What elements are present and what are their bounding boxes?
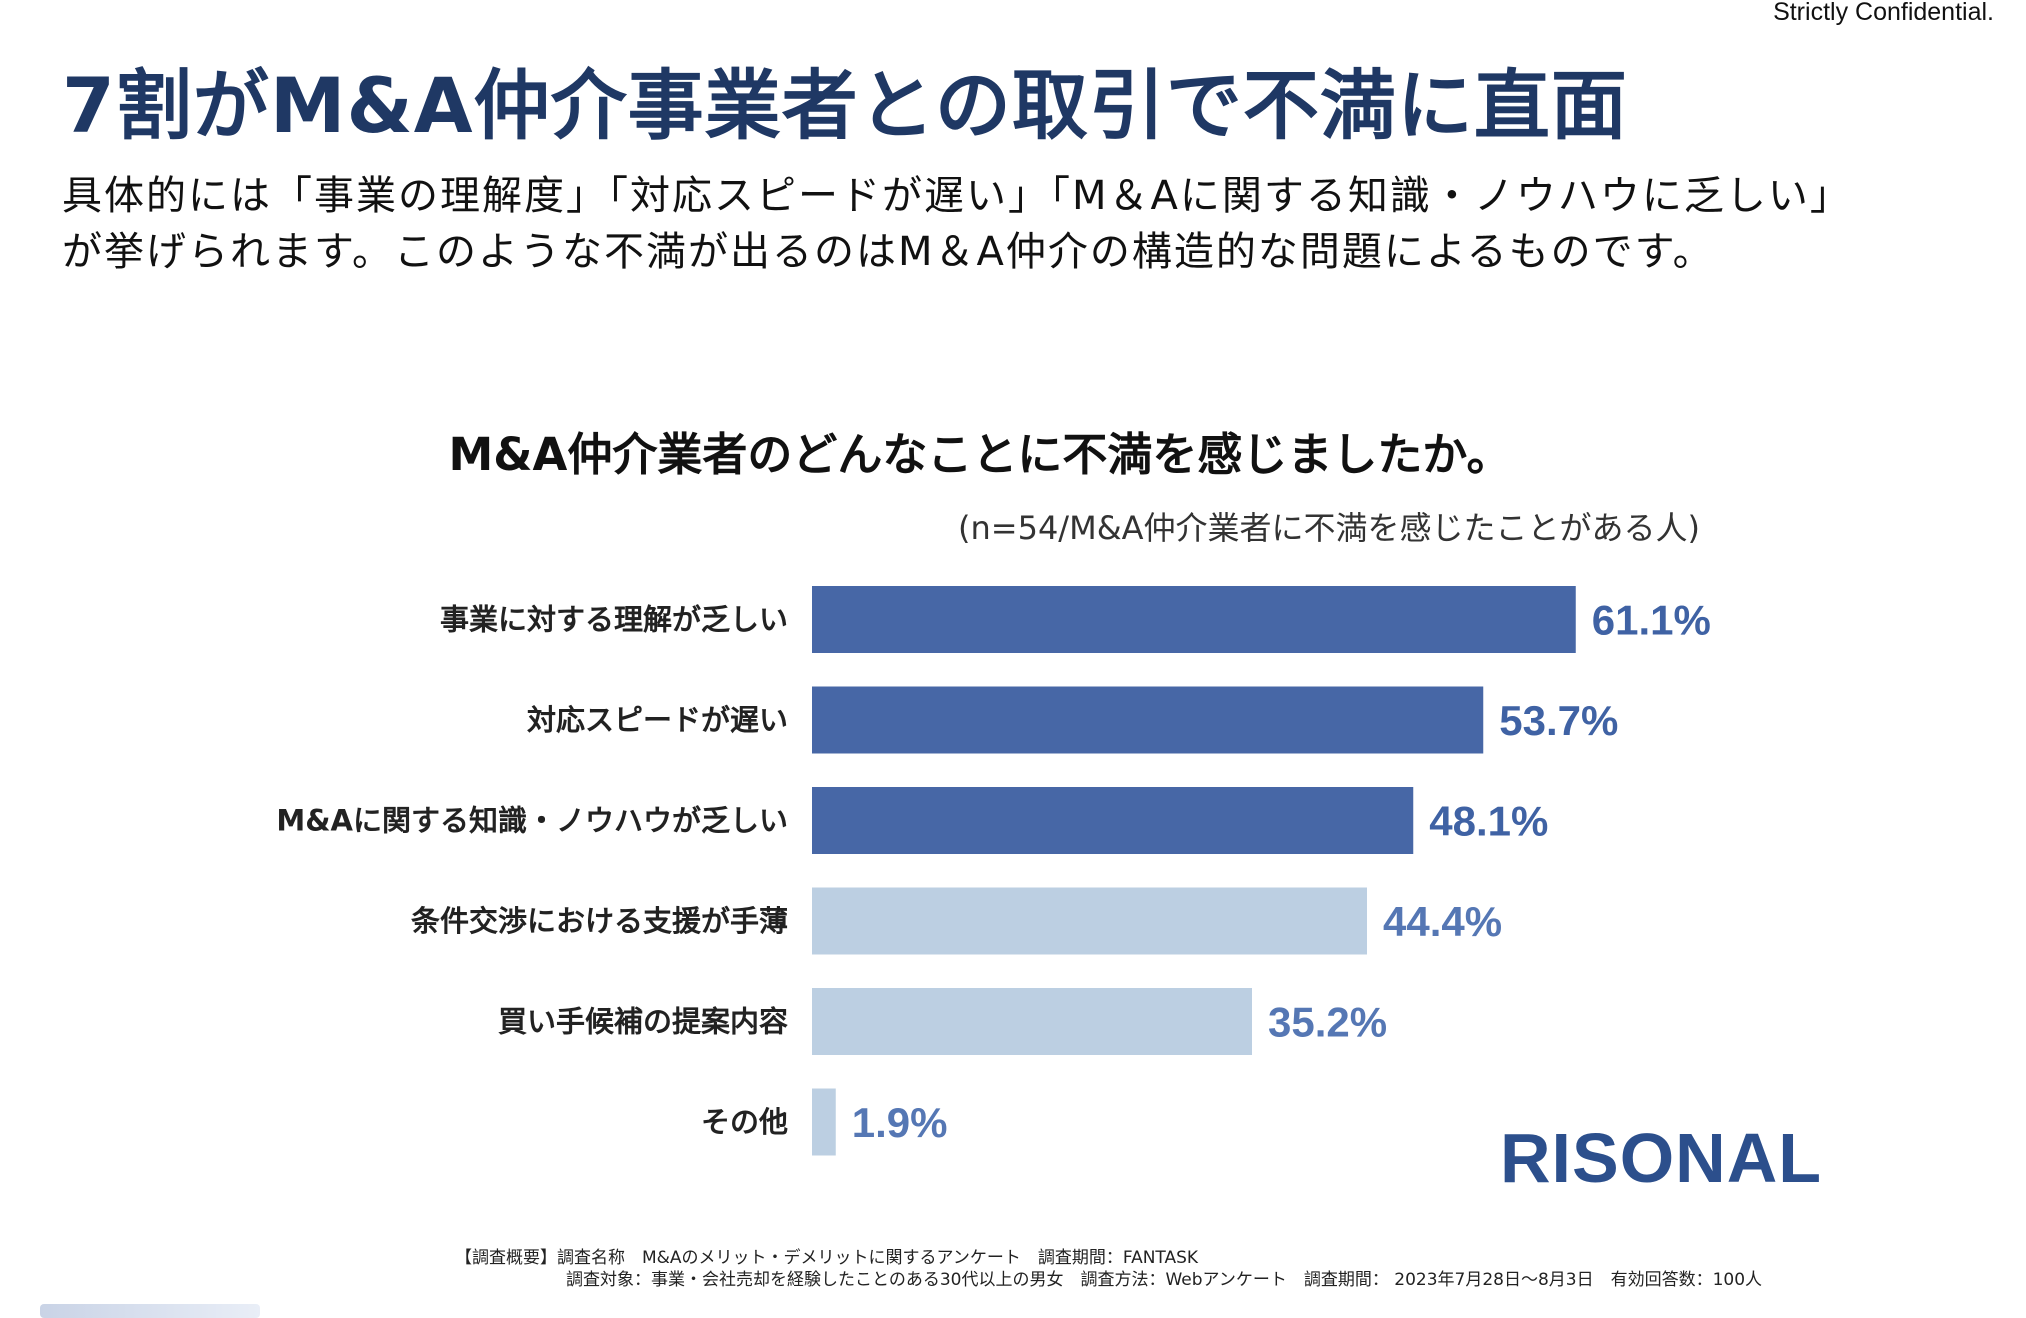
bar-chart: 事業に対する理解が乏しい 61.1% 対応スピードが遅い 53.7% M&Aに関する知識… [276,586,1711,1156]
confidential-label: Strictly Confidential. [1773,0,1994,26]
bar [812,787,1414,854]
value-label: 61.1% [1592,597,1711,644]
description-line-2: が挙げられます。このような不満が出るのはM＆A仲介の構造的な問題によるものです。 [62,229,1715,275]
category-label: 条件交渉における支援が手薄 [411,904,788,938]
bar [812,586,1576,653]
category-label: その他 [701,1105,788,1139]
category-label: 買い手候補の提案内容 [498,1005,788,1039]
chart-title: M&A仲介業者のどんなことに不満を感じましたか。 [448,428,1512,481]
bar [812,887,1367,955]
value-label: 1.9% [852,1099,948,1146]
category-label: 事業に対する理解が乏しい [440,603,788,637]
chart-subtitle: (n=54/M&A仲介業者に不満を感じたことがある人) [958,509,1701,547]
description: 具体的には「事業の理解度」「対応スピードが遅い」「M＆Aに関する知識・ノウハウに… [62,168,1962,280]
bar [812,686,1484,754]
bottom-decoration [40,1304,260,1318]
survey-summary-line-1: 【調査概要】調査名称 M&Aのメリット・デメリットに関するアンケート 調査期間：… [455,1248,1199,1268]
value-label: 44.4% [1383,898,1502,945]
value-label: 48.1% [1429,798,1548,845]
value-label: 35.2% [1268,999,1387,1046]
bar [812,988,1252,1055]
survey-summary-line-2: 調査対象：事業・会社売却を経験したことのある30代以上の男女 調査方法：Webア… [566,1270,1763,1290]
description-line-1: 具体的には「事業の理解度」「対応スピードが遅い」「M＆Aに関する知識・ノウハウに… [62,173,1852,219]
value-label: 53.7% [1499,697,1618,744]
category-label: M&Aに関する知識・ノウハウが乏しい [276,804,788,838]
category-label: 対応スピードが遅い [527,703,788,737]
risonal-logo: RISONAL [1500,1119,1822,1197]
page-title: 7割がM&A仲介事業者との取引で不満に直面 [62,61,1628,150]
bar [812,1088,836,1156]
